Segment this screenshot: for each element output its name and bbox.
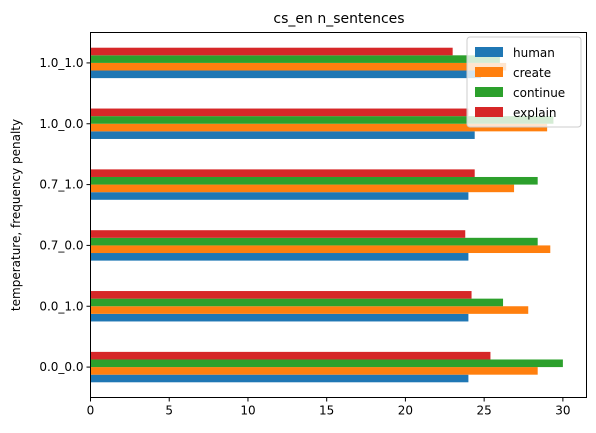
legend-label-continue: continue [513,86,565,100]
y-tick-label: 0.0_1.0 [39,299,83,313]
bar-human-0.7_0.0 [90,253,469,261]
bars [90,47,563,383]
x-tick-label: 5 [165,404,173,418]
bar-create-1.0_0.0 [90,123,548,132]
y-tick-label: 0.7_1.0 [39,178,83,192]
x-tick-label: 15 [319,404,334,418]
bar-continue-1.0_0.0 [90,116,554,124]
bar-explain-0.7_0.0 [90,230,466,238]
bar-human-1.0_1.0 [90,70,482,79]
legend-swatch-create [475,67,503,77]
bar-continue-0.0_0.0 [90,359,563,368]
legend-label-create: create [513,66,551,80]
y-tick-label: 0.0_0.0 [39,360,83,374]
bar-explain-1.0_0.0 [90,108,469,117]
bar-create-1.0_1.0 [90,62,507,71]
bar-explain-0.0_1.0 [90,291,472,299]
x-tick-label: 25 [477,404,492,418]
legend-swatch-explain [475,107,503,117]
y-tick-label: 1.0_1.0 [39,56,83,70]
legend-swatch-continue [475,87,503,97]
bar-human-0.7_1.0 [90,192,469,200]
bar-explain-1.0_1.0 [90,47,453,56]
legend-label-explain: explain [513,106,557,120]
bar-continue-1.0_1.0 [90,55,500,63]
bar-continue-0.7_1.0 [90,176,538,185]
plot-frame [90,32,587,398]
bar-continue-0.7_0.0 [90,237,538,246]
bar-explain-0.7_1.0 [90,169,475,177]
y-tick-label: 1.0_0.0 [39,117,83,131]
y-axis-label: temperature, frequency penalty [9,119,23,311]
legend: human create continue explain [466,36,582,128]
legend-swatch-human [475,47,503,57]
bar-explain-0.0_0.0 [90,351,491,360]
chart-title: cs_en n_sentences [273,11,404,27]
bar-continue-0.0_1.0 [90,298,504,307]
bar-create-0.0_0.0 [90,367,538,375]
bar-human-1.0_0.0 [90,131,475,139]
x-tick-label: 30 [555,404,570,418]
x-tick-label: 20 [398,404,413,418]
bar-human-0.0_1.0 [90,313,469,322]
y-axis: 0.0_0.0 0.0_1.0 0.7_0.0 0.7_1.0 1.0_0.0 1.0_1… [39,56,91,374]
bar-create-0.0_1.0 [90,306,529,314]
x-axis: 0 5 10 15 20 25 30 [87,397,571,418]
bar-human-0.0_0.0 [90,374,469,383]
legend-label-human: human [513,46,555,60]
bar-create-0.7_1.0 [90,184,515,193]
x-tick-label: 0 [87,404,95,418]
x-tick-label: 10 [240,404,255,418]
y-tick-label: 0.7_0.0 [39,238,83,252]
bar-create-0.7_0.0 [90,245,551,254]
legend-box [466,36,582,128]
